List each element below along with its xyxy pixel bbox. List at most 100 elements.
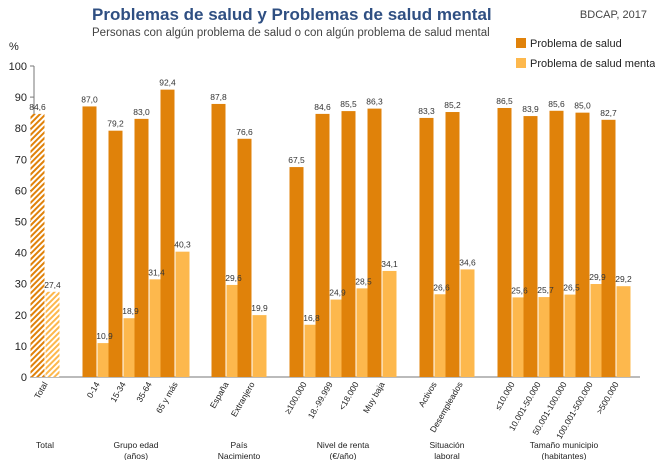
bar-salud-mental: [226, 284, 241, 377]
y-tick-label: 50: [15, 217, 27, 229]
x-tick-label: 65 y más: [154, 380, 180, 415]
x-tick-label: ≥100.000: [282, 380, 308, 416]
x-tick-label: Total: [32, 380, 50, 401]
bars: [30, 89, 631, 378]
group-label: Tamaño municipio: [530, 440, 599, 450]
bar-salud: [211, 103, 226, 377]
data-label-salud: 76,6: [236, 127, 253, 137]
bar-salud-mental: [356, 288, 371, 377]
bar-salud: [341, 111, 356, 377]
legend-swatch-salud: [516, 38, 526, 48]
bar-salud: [575, 112, 590, 378]
data-label-salud: 85,6: [548, 99, 565, 109]
data-label-salud-mental: 34,6: [459, 257, 476, 267]
data-labels: 84,6 27,4 87,0 10,9 79,2 18,9 83,0 31,4 92,4 40,3…: [29, 78, 632, 341]
group-label: País: [230, 440, 247, 450]
data-label-salud: 79,2: [107, 119, 124, 129]
y-tick-label: 20: [15, 310, 27, 322]
bar-salud-mental: [512, 297, 527, 377]
data-label-salud: 83,0: [133, 107, 150, 117]
group-label: Nacimiento: [218, 451, 261, 460]
bar-salud: [315, 113, 330, 378]
bar-salud-mental: [45, 291, 60, 377]
bar-salud: [523, 116, 538, 378]
y-tick-label: 80: [15, 123, 27, 135]
data-label-salud: 92,4: [159, 78, 176, 88]
bar-salud-mental: [434, 294, 449, 377]
bar-salud-mental: [460, 269, 475, 377]
x-axis-labels: Total 0-14 15-34 35-64 65 y más EspañaExtranj…: [32, 380, 621, 441]
data-label-salud: 86,5: [496, 96, 513, 106]
bar-salud: [367, 108, 382, 378]
bar-salud-mental: [330, 299, 345, 377]
x-tick-label: <18.000: [337, 380, 361, 412]
x-tick-label: ≤10.000: [493, 380, 517, 412]
data-label-salud-mental: 10,9: [96, 331, 113, 341]
group-label: (€/año): [330, 451, 357, 460]
bar-salud-mental: [149, 279, 164, 377]
y-tick-label: 60: [15, 185, 27, 197]
source-label: BDCAP, 2017: [580, 9, 647, 21]
group-label: laboral: [434, 451, 460, 460]
x-tick-label: >500.000: [594, 380, 621, 416]
data-label-salud-mental: 16,8: [303, 313, 320, 323]
data-label-salud: 83,3: [418, 106, 435, 116]
bar-salud-mental: [97, 343, 112, 377]
y-tick-label: 40: [15, 248, 27, 260]
data-label-salud: 83,9: [522, 104, 539, 114]
data-label-salud-mental: 27,4: [44, 280, 61, 290]
bar-salud: [30, 113, 45, 378]
bar-salud-mental: [252, 315, 267, 377]
y-tick-label: 100: [9, 61, 27, 73]
legend-swatch-mental: [516, 58, 526, 68]
x-tick-label: 0-14: [85, 380, 102, 400]
data-label-salud-mental: 40,3: [174, 240, 191, 250]
data-label-salud-mental: 25,6: [511, 285, 528, 295]
data-label-salud: 67,5: [288, 155, 305, 165]
bar-salud: [160, 89, 175, 378]
data-label-salud-mental: 34,1: [381, 259, 398, 269]
bar-salud-mental: [616, 286, 631, 377]
x-tick-label: Muy baja: [361, 380, 387, 415]
group-label: Nivel de renta: [317, 440, 370, 450]
data-label-salud: 87,8: [210, 92, 227, 102]
bar-salud: [497, 107, 512, 378]
bar-salud: [419, 117, 434, 377]
chart-title: Problemas de salud y Problemas de salud …: [92, 5, 492, 24]
bar-salud-mental: [382, 270, 397, 377]
data-label-salud-mental: 29,9: [589, 272, 606, 282]
bar-salud-mental: [564, 294, 579, 377]
data-label-salud: 86,3: [366, 97, 383, 107]
bar-salud-mental: [538, 297, 553, 377]
x-tick-label: Extranjero: [229, 380, 257, 419]
bar-salud-mental: [304, 324, 319, 377]
group-label: (habitantes): [542, 451, 587, 460]
bar-salud: [237, 138, 252, 377]
bar-salud-mental: [590, 284, 605, 377]
y-tick-label: 90: [15, 92, 27, 104]
x-tick-label: 18.-99.999: [306, 380, 335, 420]
data-label-salud: 82,7: [600, 108, 617, 118]
legend-label-mental: Problema de salud mental: [530, 58, 655, 70]
y-tick-label: 0: [21, 372, 27, 384]
y-axis-label: %: [9, 41, 19, 53]
bar-salud: [549, 110, 564, 377]
y-tick-label: 10: [15, 341, 27, 353]
group-label: Total: [36, 440, 54, 450]
data-label-salud-mental: 25,7: [537, 285, 554, 295]
bar-salud: [108, 130, 123, 377]
data-label-salud-mental: 24,9: [329, 288, 346, 298]
y-tick-label: 30: [15, 279, 27, 291]
y-tick-label: 70: [15, 154, 27, 166]
data-label-salud: 84,6: [314, 102, 331, 112]
data-label-salud: 87,0: [81, 94, 98, 104]
bar-salud-mental: [175, 251, 190, 377]
data-label-salud: 85,5: [340, 99, 357, 109]
bar-salud: [82, 106, 97, 378]
data-label-salud: 84,6: [29, 102, 46, 112]
group-label: (años): [124, 451, 148, 460]
legend-label-salud: Problema de salud: [530, 38, 622, 50]
data-label-salud-mental: 29,2: [615, 274, 632, 284]
x-tick-label: 35-64: [134, 380, 154, 404]
